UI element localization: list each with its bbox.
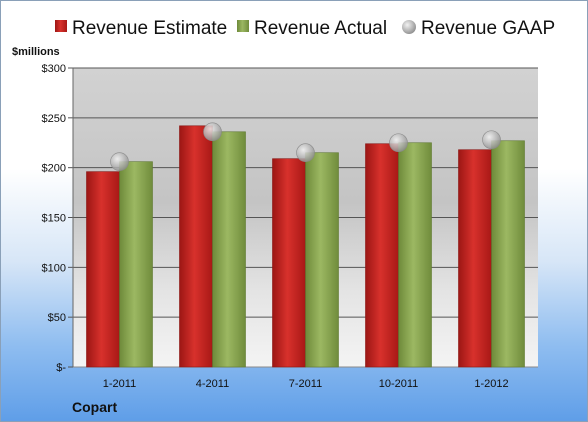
gaap-marker bbox=[110, 152, 129, 171]
gaap-markers bbox=[110, 122, 501, 171]
bars bbox=[86, 125, 525, 368]
y-axis-ticks: $- $50 $100 $150 $200 $250 $300 bbox=[42, 63, 74, 374]
y-tick-label: $150 bbox=[42, 213, 66, 225]
y-tick-label: $- bbox=[56, 362, 66, 374]
x-tick-label: 4-2011 bbox=[196, 378, 229, 390]
y-tick-label: $250 bbox=[42, 113, 66, 125]
gaap-marker bbox=[203, 122, 222, 142]
bar-estimate bbox=[458, 149, 492, 368]
legend-swatch-actual bbox=[237, 20, 249, 32]
y-tick-label: $100 bbox=[42, 262, 66, 274]
x-axis-ticks: 1-2011 4-2011 7-2011 10-2011 1-2012 bbox=[103, 378, 509, 390]
y-axis-label: $millions bbox=[12, 46, 60, 58]
x-tick-label: 1-2011 bbox=[103, 378, 136, 390]
legend: Revenue Estimate Revenue Actual Revenue … bbox=[55, 18, 555, 39]
gaap-marker bbox=[482, 130, 501, 150]
bar-estimate bbox=[179, 125, 213, 368]
x-tick-label: 10-2011 bbox=[379, 378, 419, 390]
gaap-marker bbox=[296, 143, 315, 163]
gaap-marker bbox=[389, 133, 408, 153]
x-tick-label: 7-2011 bbox=[289, 378, 322, 390]
bar-actual bbox=[212, 131, 246, 368]
legend-swatch-estimate bbox=[55, 20, 67, 32]
legend-label-estimate: Revenue Estimate bbox=[72, 18, 227, 39]
bar-actual bbox=[398, 142, 432, 368]
x-tick-label: 1-2012 bbox=[474, 378, 508, 390]
bar-estimate bbox=[86, 171, 120, 368]
legend-label-actual: Revenue Actual bbox=[254, 18, 387, 39]
y-tick-label: $200 bbox=[42, 163, 66, 175]
legend-item-gaap: Revenue GAAP bbox=[402, 18, 555, 39]
bar-estimate bbox=[272, 158, 306, 368]
bar-estimate bbox=[365, 143, 399, 368]
legend-swatch-gaap bbox=[402, 20, 416, 34]
y-tick-label: $50 bbox=[48, 312, 66, 324]
y-tick-label: $300 bbox=[42, 63, 66, 75]
legend-item-estimate: Revenue Estimate bbox=[55, 18, 227, 39]
legend-label-gaap: Revenue GAAP bbox=[421, 18, 555, 39]
legend-item-actual: Revenue Actual bbox=[237, 18, 387, 39]
bar-actual bbox=[491, 140, 525, 368]
bar-actual bbox=[305, 152, 339, 368]
bar-actual bbox=[119, 161, 153, 368]
company-name: Copart bbox=[72, 399, 117, 415]
